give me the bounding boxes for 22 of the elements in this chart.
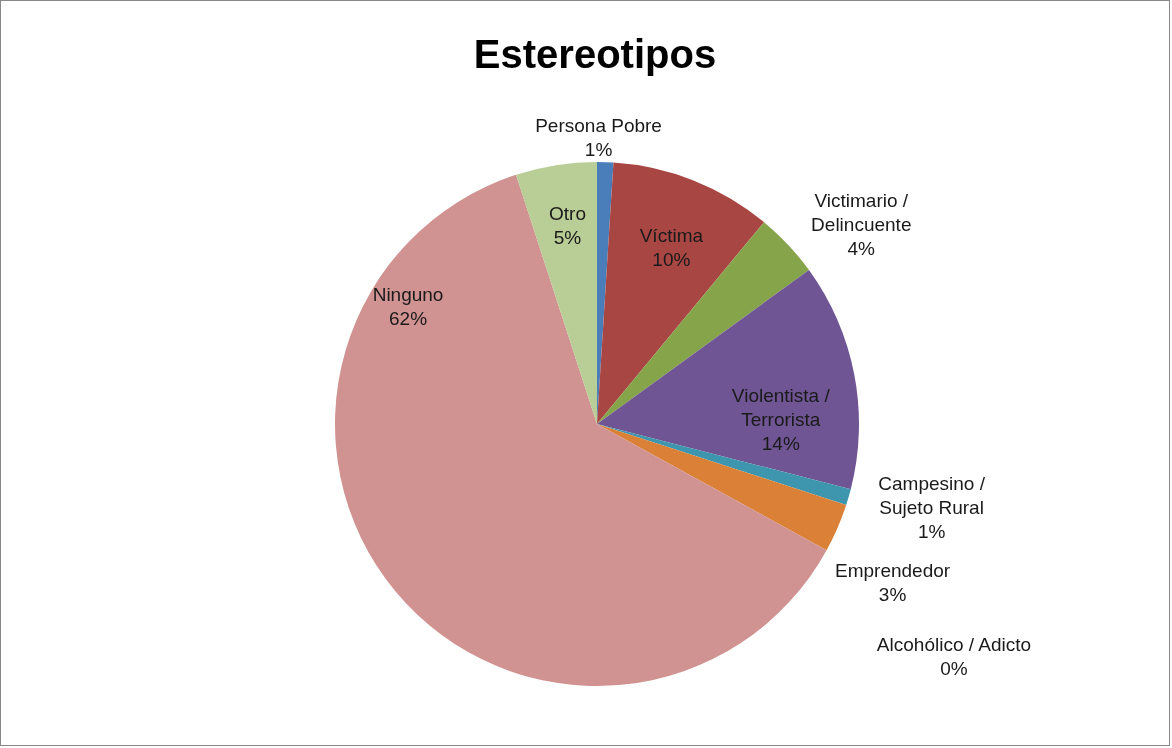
- slice-label: Campesino / Sujeto Rural: [878, 473, 986, 519]
- category-label: Alcohólico / Adicto: [876, 634, 1032, 656]
- slice-label: Violentista / Terrorista: [731, 384, 831, 430]
- pie-slice: [516, 162, 597, 424]
- data-label: 62%: [389, 307, 428, 329]
- text: 0%: [940, 658, 968, 680]
- slice-label: Víctima: [639, 225, 704, 247]
- slice-label: Victimario / Delincuente: [811, 189, 912, 235]
- data-label: 3%: [878, 583, 907, 605]
- data-label: 14%: [761, 432, 800, 454]
- pie-slice: [597, 270, 859, 490]
- data-label: 4%: [847, 237, 876, 259]
- slice-label: Otro: [549, 203, 586, 225]
- chart-title: Estereotipos: [473, 32, 717, 76]
- slice-label: Emprendedor: [835, 559, 951, 581]
- slice-label: Ninguno: [372, 283, 444, 305]
- slice-label: Persona Pobre: [535, 115, 662, 136]
- data-label: 1%: [917, 521, 946, 543]
- data-label: 5%: [553, 227, 582, 249]
- data-label: 1%: [584, 139, 613, 160]
- data-label: 10%: [652, 249, 691, 271]
- pie-slice: [597, 424, 847, 551]
